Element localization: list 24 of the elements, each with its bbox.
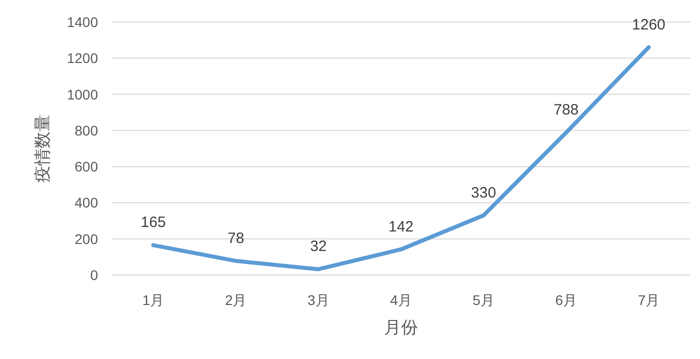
x-tick-label: 2月 xyxy=(224,292,247,308)
x-tick-label: 4月 xyxy=(390,292,412,308)
y-tick-label: 1400 xyxy=(66,14,98,30)
x-tick-label: 5月 xyxy=(472,292,494,308)
x-tick-label: 7月 xyxy=(638,292,660,308)
y-tick-label: 400 xyxy=(74,194,98,211)
data-label: 1260 xyxy=(632,16,666,34)
y-tick-label: 800 xyxy=(74,122,98,138)
data-label: 330 xyxy=(471,184,496,202)
data-label: 165 xyxy=(140,214,166,232)
x-tick-label: 3月 xyxy=(308,292,330,308)
y-tick-label: 200 xyxy=(74,230,98,247)
y-tick-label: 1200 xyxy=(66,50,98,66)
x-axis-title: 月份 xyxy=(384,318,418,337)
data-label: 788 xyxy=(554,102,579,119)
y-tick-label: 600 xyxy=(74,158,98,175)
y-axis-title: 疫情数量 xyxy=(33,114,52,182)
data-label: 32 xyxy=(310,238,327,256)
y-tick-label: 0 xyxy=(90,267,98,283)
y-tick-label: 1000 xyxy=(66,86,98,102)
x-tick-label: 1月 xyxy=(142,292,164,308)
x-tick-label: 6月 xyxy=(555,292,578,308)
data-label: 78 xyxy=(228,230,244,247)
data-label: 142 xyxy=(388,218,414,236)
